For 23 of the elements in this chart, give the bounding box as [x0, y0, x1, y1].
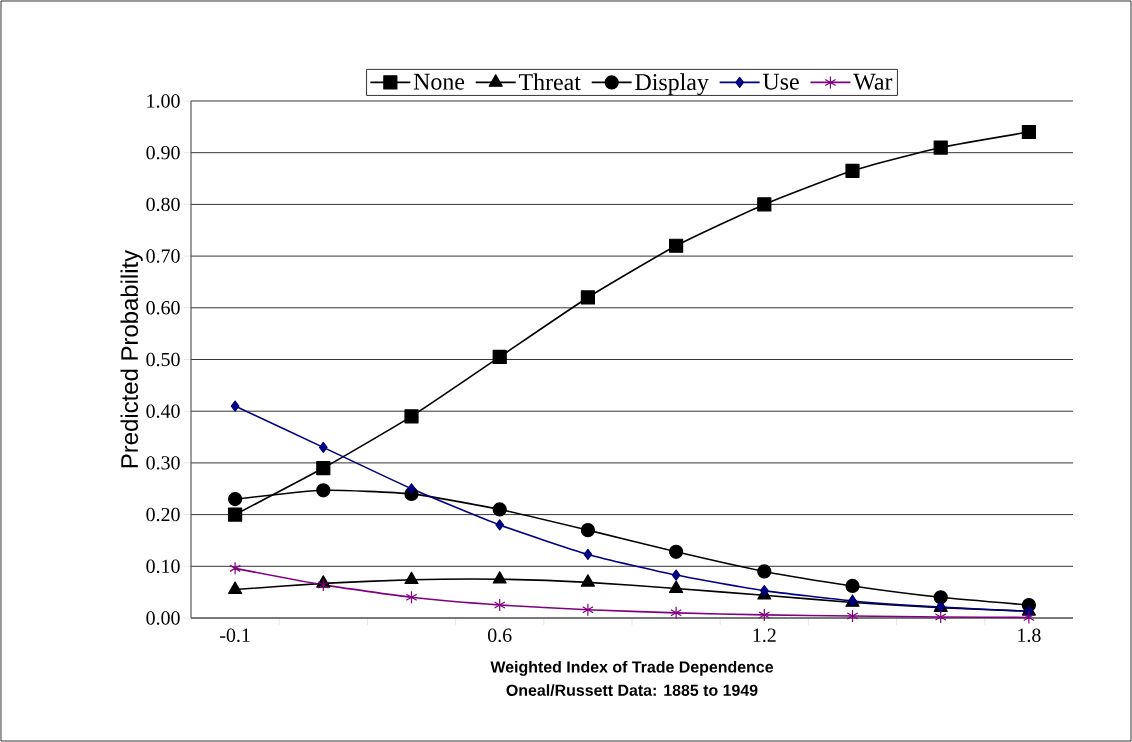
- x-tick-label: 1.8: [1018, 628, 1041, 643]
- y-tick-label: 1.00: [147, 94, 180, 108]
- text: Oneal/Russett Data: 1885 to 1949: [506, 684, 758, 697]
- y-tick-label: 0.40: [146, 404, 180, 418]
- legend-label: None: [413, 73, 465, 90]
- y-tick-label: 0.60: [146, 301, 180, 315]
- x-tick-label: -0.1: [220, 628, 250, 643]
- y-axis-title: Predicted Probability: [120, 249, 143, 468]
- y-tick-label: 0.00: [146, 611, 180, 625]
- legend-label: Use: [762, 73, 799, 90]
- x-axis-title: Weighted Index of Trade Dependence: [490, 660, 774, 676]
- legend-label: Threat: [518, 73, 581, 91]
- y-tick-label: 0.10: [146, 559, 180, 574]
- x-tick-label: 0.6: [488, 628, 512, 643]
- y-tick-label: 0.20: [146, 507, 180, 522]
- y-tick-label: 0.80: [146, 197, 180, 212]
- x-tick-label: 1.2: [753, 628, 776, 642]
- y-tick-label: 0.30: [146, 456, 180, 470]
- legend-label: Display: [635, 73, 709, 96]
- y-tick-label: 0.90: [146, 145, 180, 160]
- y-tick-label: 0.70: [146, 249, 180, 263]
- y-tick-label: 0.50: [146, 352, 180, 367]
- legend-label: War: [853, 73, 893, 90]
